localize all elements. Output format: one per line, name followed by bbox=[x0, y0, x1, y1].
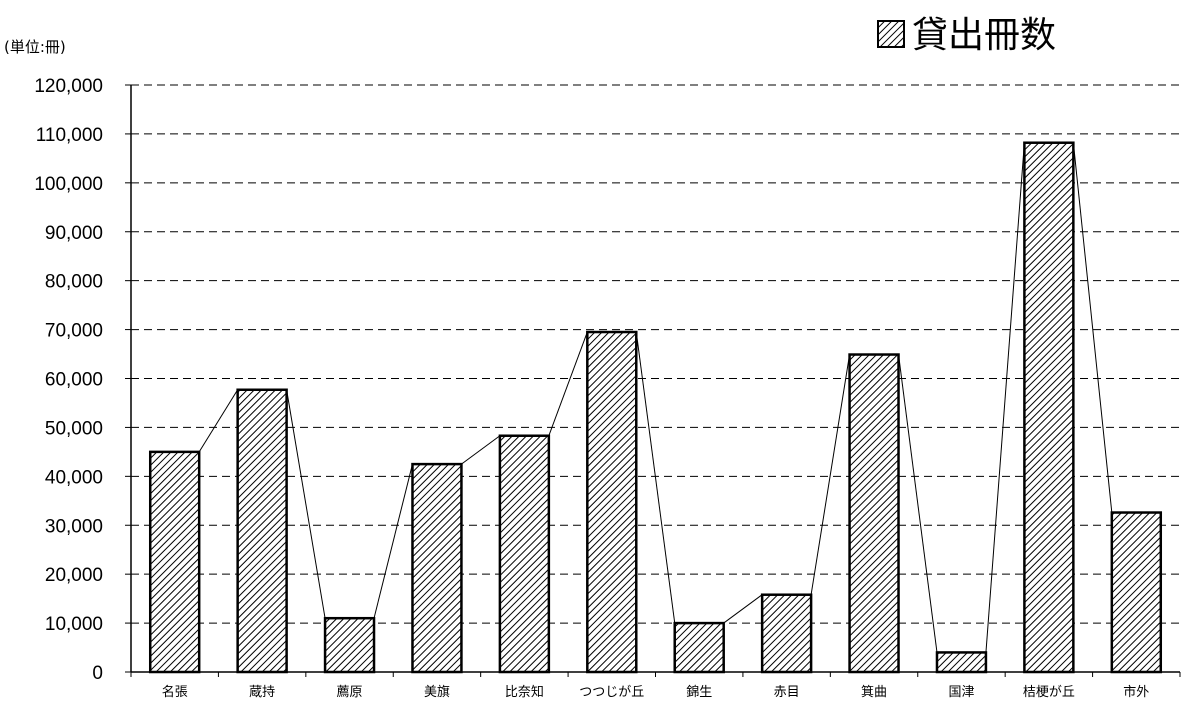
y-tick-label: 0 bbox=[92, 663, 103, 684]
y-tick-label: 90,000 bbox=[45, 223, 103, 244]
legend: 貸出冊数 bbox=[877, 15, 1056, 56]
x-category-label: 蔵持 bbox=[249, 685, 275, 700]
bar bbox=[673, 621, 725, 674]
legend-label: 貸出冊数 bbox=[912, 15, 1056, 56]
y-tick-label: 70,000 bbox=[45, 321, 103, 342]
category-labels: 名張 蔵持 薦原 美旗 比奈知 つつじが丘 錦生 赤目 箕曲 国津 桔梗が丘 市外 bbox=[162, 684, 1150, 700]
series-connector-line bbox=[548, 331, 588, 436]
y-tick-label: 20,000 bbox=[45, 565, 103, 586]
bar bbox=[323, 616, 376, 674]
bar bbox=[236, 388, 288, 674]
series-connector-line bbox=[1072, 142, 1113, 513]
x-category-label: 市外 bbox=[1123, 684, 1149, 700]
y-tick-label: 120,000 bbox=[34, 76, 103, 97]
gridlines bbox=[131, 84, 1180, 624]
bar bbox=[935, 651, 988, 674]
series-connector-line bbox=[898, 354, 938, 653]
bar bbox=[411, 462, 463, 674]
legend-swatch bbox=[877, 20, 905, 48]
series-connector-line bbox=[635, 331, 676, 624]
bar bbox=[1023, 141, 1075, 674]
unit-label: (単位:冊) bbox=[4, 38, 66, 56]
x-category-label: 比奈知 bbox=[505, 684, 544, 700]
bar bbox=[148, 450, 201, 674]
series-connector-line bbox=[723, 594, 763, 624]
x-category-label: 名張 bbox=[162, 684, 188, 700]
connector-lines bbox=[198, 142, 1113, 653]
y-axis-ticks: 0 10,000 20,000 30,000 40,000 50,000 60,000 70,… bbox=[34, 76, 131, 684]
y-tick-label: 100,000 bbox=[34, 174, 103, 195]
x-category-label: 薦原 bbox=[337, 685, 363, 700]
y-tick-label: 40,000 bbox=[45, 467, 103, 488]
bar bbox=[498, 434, 551, 674]
bars bbox=[148, 141, 1163, 674]
x-category-label: 箕曲 bbox=[861, 684, 887, 700]
x-category-label: 錦生 bbox=[686, 684, 712, 700]
x-category-label: 桔梗が丘 bbox=[1023, 685, 1075, 700]
series-connector-line bbox=[373, 463, 413, 619]
series-connector-line bbox=[810, 354, 851, 595]
bar bbox=[1110, 511, 1163, 674]
y-tick-label: 30,000 bbox=[45, 516, 103, 537]
axes bbox=[130, 85, 1181, 677]
series-connector-line bbox=[286, 389, 326, 619]
y-tick-label: 60,000 bbox=[45, 370, 103, 391]
x-category-label: 美旗 bbox=[424, 684, 450, 700]
y-tick-label: 80,000 bbox=[45, 272, 103, 293]
bar bbox=[760, 593, 813, 674]
x-category-label: つつじが丘 bbox=[579, 685, 644, 700]
y-tick-label: 50,000 bbox=[45, 418, 103, 439]
x-category-label: 国津 bbox=[948, 685, 974, 700]
series-connector-line bbox=[198, 389, 239, 453]
series-connector-line bbox=[985, 142, 1025, 653]
series-connector-line bbox=[461, 435, 501, 465]
x-category-label: 赤目 bbox=[774, 685, 800, 700]
bar bbox=[586, 330, 638, 674]
y-tick-label: 110,000 bbox=[36, 125, 103, 146]
y-tick-label: 10,000 bbox=[45, 614, 103, 635]
bar bbox=[848, 353, 900, 674]
